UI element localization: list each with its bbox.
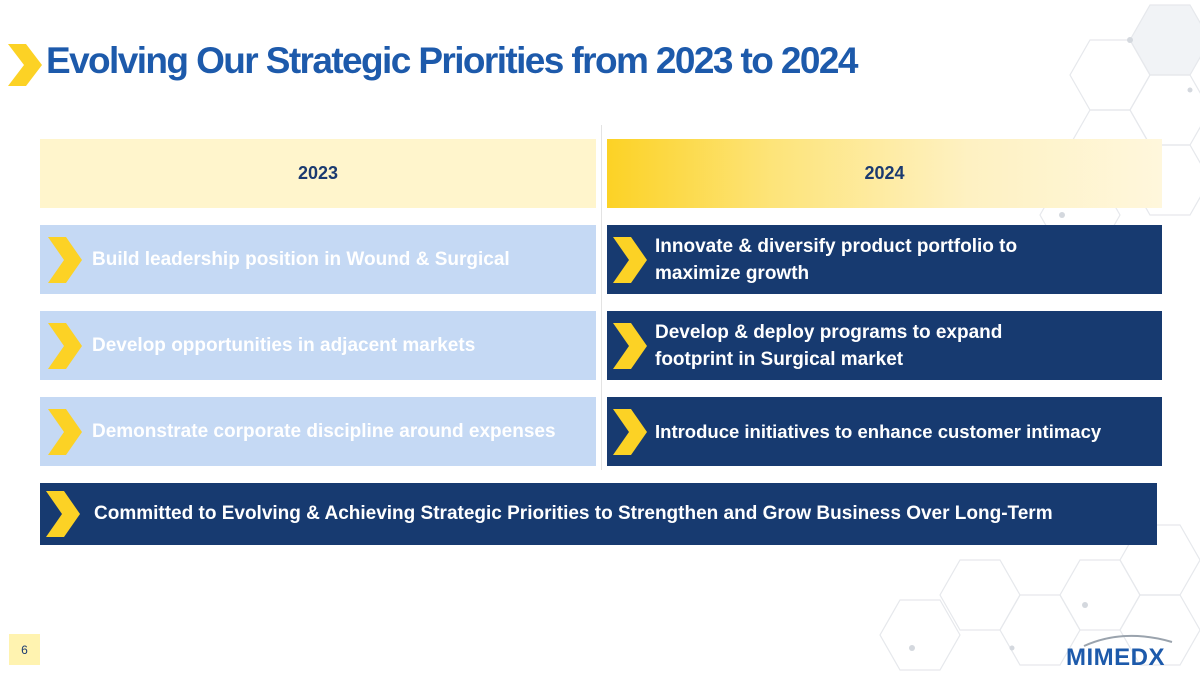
banner-text: Committed to Evolving & Achieving Strate… (94, 503, 1053, 524)
priority-2023-text-3: Demonstrate corporate discipline around … (92, 421, 556, 442)
priority-2023-text-1: Build leadership position in Wound & Sur… (92, 249, 510, 270)
priority-2024-text-1: Innovate & diversify product portfolio t… (655, 235, 1018, 284)
priority-2024-row-1: Innovate & diversify product portfolio t… (607, 225, 1162, 294)
chevron-right-icon (48, 322, 82, 369)
commitment-banner: Committed to Evolving & Achieving Strate… (40, 483, 1157, 545)
priority-2024-row-2: Develop & deploy programs to expand foot… (607, 311, 1162, 380)
priority-2023-row-1: Build leadership position in Wound & Sur… (40, 225, 596, 294)
column-header-2023: 2023 (40, 139, 596, 208)
column-divider (601, 125, 602, 470)
column-header-2024: 2024 (607, 139, 1162, 208)
chevron-right-icon (46, 491, 80, 537)
mimedx-logo: MIMEDX (1062, 630, 1186, 672)
chevron-right-icon (613, 236, 647, 283)
slide-title: Evolving Our Strategic Priorities from 2… (46, 40, 858, 81)
chevron-right-icon (613, 408, 647, 455)
priority-2024-text-2: Develop & deploy programs to expand foot… (655, 321, 1003, 370)
logo-text: MIMEDX (1066, 644, 1165, 671)
page-number: 6 (9, 634, 40, 665)
title-chevron-icon (8, 44, 42, 86)
chevron-right-icon (613, 322, 647, 369)
priority-2023-row-3: Demonstrate corporate discipline around … (40, 397, 596, 466)
logo-arc-icon (1083, 634, 1173, 647)
chevron-right-icon (48, 408, 82, 455)
priority-2023-text-2: Develop opportunities in adjacent market… (92, 335, 476, 356)
priority-2024-row-3: Introduce initiatives to enhance custome… (607, 397, 1162, 466)
chevron-right-icon (48, 236, 82, 283)
priority-2024-text-3: Introduce initiatives to enhance custome… (655, 421, 1102, 442)
priority-2023-row-2: Develop opportunities in adjacent market… (40, 311, 596, 380)
